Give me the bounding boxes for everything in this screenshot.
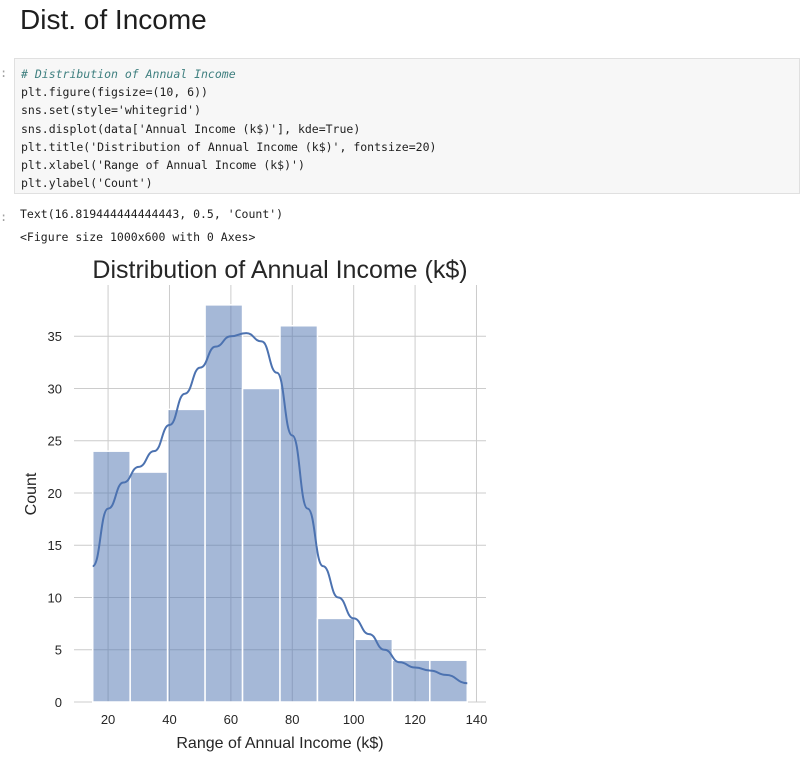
- chart-title: Distribution of Annual Income (k$): [92, 256, 467, 284]
- histogram-bars: [91, 304, 469, 703]
- code-line-title: plt.title('Distribution of Annual Income…: [21, 139, 437, 154]
- tick-labels: 20 40 60 80 100 120 140 0 5 10 15 20 25 30 35: [48, 329, 488, 727]
- code-line-displot: sns.displot(data['Annual Income (k$)'], …: [21, 121, 361, 136]
- code-cell[interactable]: # Distribution of Annual Income plt.figu…: [14, 58, 800, 194]
- histogram-bar: [241, 387, 281, 703]
- code-line-comment: # Distribution of Annual Income: [21, 67, 236, 81]
- x-tick-label: 120: [404, 712, 426, 727]
- code-line-set-style: sns.set(style='whitegrid'): [21, 103, 202, 118]
- code-editor[interactable]: # Distribution of Annual Income plt.figu…: [21, 65, 436, 192]
- histogram-bar: [129, 471, 169, 703]
- y-axis-label: Count: [23, 472, 40, 515]
- kde-line: [91, 332, 468, 685]
- x-tick-label: 20: [101, 712, 115, 727]
- histogram-bar: [316, 617, 356, 703]
- input-prompt: :: [0, 66, 8, 80]
- x-axis-label: Range of Annual Income (k$): [176, 735, 383, 752]
- output-figure-repr: <Figure size 1000x600 with 0 Axes>: [20, 230, 256, 244]
- histogram-bar: [91, 450, 131, 703]
- y-tick-label: 10: [48, 590, 62, 605]
- code-line-xlabel: plt.xlabel('Range of Annual Income (k$)'…: [21, 158, 305, 173]
- x-tick-label: 40: [162, 712, 176, 727]
- x-tick-label: 60: [224, 712, 238, 727]
- x-tick-label: 140: [466, 712, 488, 727]
- y-tick-label: 20: [48, 486, 62, 501]
- y-tick-label: 5: [55, 643, 62, 658]
- income-histogram: 20 40 60 80 100 120 140 0 5 10 15 20 25 30 35 Distribu…: [23, 256, 488, 752]
- y-tick-label: 0: [55, 695, 62, 710]
- histogram-bar: [204, 304, 244, 703]
- code-line-figure: plt.figure(figsize=(10, 6)): [21, 85, 208, 100]
- y-tick-label: 25: [48, 434, 62, 449]
- y-tick-label: 15: [48, 538, 62, 553]
- output-text-repr: Text(16.819444444444443, 0.5, 'Count'): [20, 207, 284, 221]
- histogram-bar: [354, 638, 394, 703]
- x-tick-label: 80: [285, 712, 299, 727]
- output-prompt: :: [0, 210, 8, 224]
- y-tick-label: 30: [48, 381, 62, 396]
- histogram-bar: [166, 408, 206, 703]
- y-tick-label: 35: [48, 329, 62, 344]
- x-tick-label: 100: [343, 712, 365, 727]
- section-heading: Dist. of Income: [20, 4, 207, 35]
- code-line-ylabel: plt.ylabel('Count'): [21, 176, 153, 191]
